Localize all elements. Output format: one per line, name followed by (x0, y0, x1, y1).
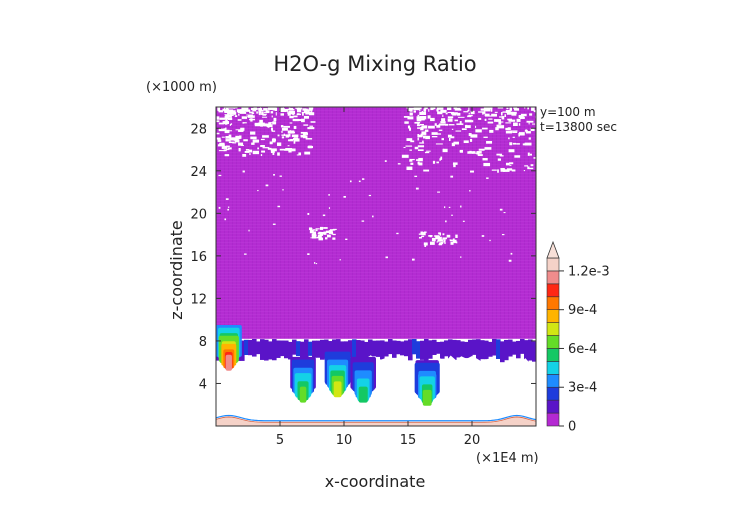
colorbar-swatch (546, 412, 560, 427)
colorbar-swatch (546, 309, 560, 323)
colorbar-tick-label: 6e-4 (568, 342, 597, 357)
colorbar-tick-label: 1.2e-3 (568, 264, 610, 279)
heatmap-field (216, 107, 536, 426)
colorbar-swatch (546, 283, 560, 298)
colorbar-swatch (546, 270, 560, 285)
annotation-line-2: t=13800 sec (540, 120, 617, 134)
colorbar-tick-label: 9e-4 (568, 303, 597, 318)
dry-patch (216, 107, 316, 157)
colorbar-swatch (546, 322, 560, 336)
surface-rim (216, 414, 536, 422)
moisture-plume (350, 356, 376, 403)
dry-patch (418, 231, 458, 248)
colorbar-swatch (546, 257, 560, 272)
x-unit-label: (×1E4 m) (476, 451, 539, 466)
y-tick-label: 24 (190, 165, 207, 180)
x-tick-label: 10 (336, 433, 353, 448)
plot-frame (215, 106, 537, 427)
x-axis: 5 10 15 20 (276, 107, 480, 448)
y-tick-label: 28 (190, 122, 207, 137)
colorbar-swatch (546, 399, 560, 414)
colorbar-swatch (546, 386, 560, 401)
x-axis-label: x-coordinate (325, 472, 426, 491)
moisture-plume (216, 324, 242, 371)
y-axis: 4 8 12 16 20 24 28 (190, 122, 536, 392)
colorbar-tick-label: 3e-4 (568, 381, 597, 396)
colorbar-swatch (546, 361, 560, 375)
y-tick-label: 12 (190, 292, 207, 307)
annotation-line-1: y=100 m (540, 105, 596, 119)
moisture-plume (414, 360, 440, 406)
dry-patch (401, 107, 536, 173)
colorbar-extend-arrow (546, 240, 560, 259)
mid-band (216, 338, 536, 363)
upper-layer (216, 107, 536, 339)
colorbar: 0 3e-4 6e-4 9e-4 1.2e-3 (546, 240, 610, 435)
colorbar-swatch (546, 296, 560, 310)
y-tick-label: 20 (190, 207, 207, 222)
surface-layer (216, 416, 536, 426)
y-axis-label: z-coordinate (167, 220, 186, 320)
chart-title: H2O-g Mixing Ratio (273, 52, 476, 76)
colorbar-swatch (546, 335, 560, 349)
dry-specks (218, 160, 534, 265)
moisture-plume (290, 356, 316, 403)
x-tick-label: 20 (464, 433, 481, 448)
y-unit-label: (×1000 m) (146, 80, 217, 95)
colorbar-tick-label: 0 (568, 420, 576, 435)
y-tick-label: 8 (199, 335, 207, 350)
dry-patch (308, 226, 337, 241)
x-tick-label: 5 (276, 433, 284, 448)
x-tick-label: 15 (400, 433, 417, 448)
moisture-plume (324, 351, 351, 398)
colorbar-swatch (546, 374, 560, 388)
colorbar-swatch (546, 348, 560, 362)
y-tick-label: 4 (199, 377, 207, 392)
y-tick-label: 16 (190, 250, 207, 265)
